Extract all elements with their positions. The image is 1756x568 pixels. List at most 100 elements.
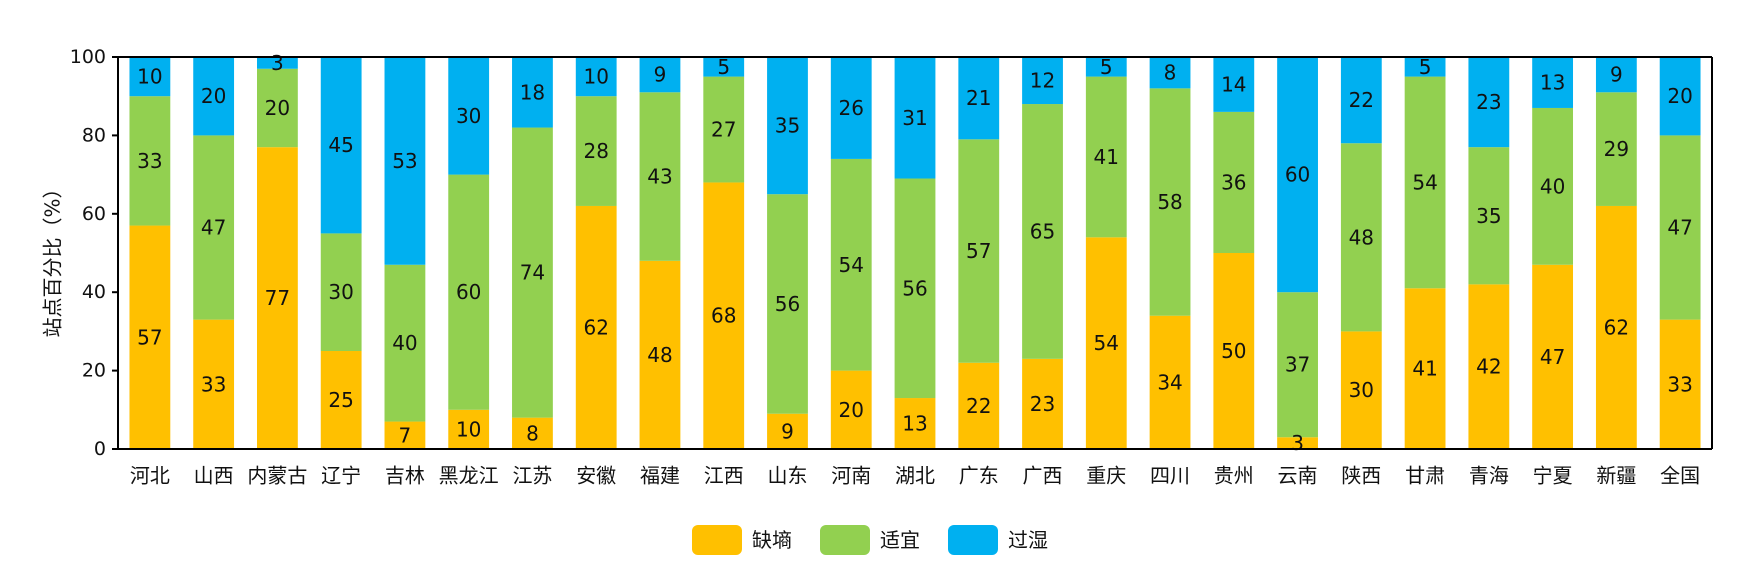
data-label: 45: [328, 133, 353, 157]
data-label: 5: [1100, 55, 1113, 79]
data-label: 7: [399, 423, 412, 447]
data-label: 3: [1291, 431, 1304, 455]
bar-segment: [894, 57, 936, 179]
data-label: 21: [966, 86, 991, 110]
bar-segment: [1277, 57, 1318, 293]
category-label: 山西: [194, 464, 234, 488]
data-label: 65: [1030, 219, 1055, 243]
data-label: 37: [1285, 353, 1310, 377]
bar-segment: [384, 264, 426, 422]
legend-label: 缺墒: [752, 528, 792, 552]
bar-segment: [512, 127, 553, 418]
category-label: 江苏: [512, 464, 552, 488]
data-label: 47: [201, 216, 226, 240]
data-label: 14: [1221, 72, 1246, 96]
category-label: 福建: [640, 464, 680, 488]
data-labels-layer: 5733103347207720325304574053106030874186…: [137, 51, 1693, 455]
data-label: 54: [839, 253, 864, 277]
data-label: 27: [711, 118, 736, 142]
category-label: 全国: [1660, 464, 1700, 488]
bar-segment: [384, 421, 426, 449]
data-label: 53: [392, 149, 417, 173]
category-label: 广东: [959, 464, 999, 488]
bar-segment: [1595, 57, 1637, 93]
data-label: 56: [775, 292, 800, 316]
category-label: 吉林: [385, 464, 425, 488]
data-label: 22: [966, 394, 991, 418]
data-label: 5: [717, 55, 730, 79]
bar-segment: [448, 409, 490, 449]
data-label: 31: [902, 106, 927, 130]
data-label: 20: [839, 398, 864, 422]
data-label: 18: [520, 80, 545, 104]
bar-segment: [512, 417, 553, 449]
data-label: 35: [1476, 204, 1501, 228]
bar-segment: [1340, 143, 1382, 332]
data-label: 10: [137, 65, 162, 89]
data-label: 8: [1164, 61, 1177, 85]
bar-segment: [830, 158, 872, 371]
data-label: 54: [1094, 331, 1119, 355]
data-label: 41: [1094, 145, 1119, 169]
data-label: 9: [781, 419, 794, 443]
category-label: 河北: [130, 464, 170, 488]
category-label: 甘肃: [1405, 464, 1445, 488]
data-label: 54: [1412, 170, 1437, 194]
bar-segment: [193, 135, 235, 320]
data-label: 13: [1540, 70, 1565, 94]
data-label: 23: [1476, 90, 1501, 114]
category-label: 陕西: [1341, 464, 1381, 488]
bar-segment: [448, 174, 490, 410]
category-label: 重庆: [1086, 464, 1126, 488]
data-label: 33: [1667, 372, 1692, 396]
y-tick-label: 80: [82, 124, 106, 146]
data-label: 77: [265, 286, 290, 310]
bar-segment: [1532, 107, 1574, 265]
bar-segment: [320, 233, 362, 351]
bar-segment: [1022, 57, 1063, 105]
bars-layer: [129, 57, 1701, 449]
legend-swatch: [948, 525, 998, 555]
bar-segment: [1085, 237, 1127, 449]
bar-segment: [894, 178, 936, 399]
y-tick-label: 100: [70, 46, 106, 68]
data-label: 9: [654, 63, 667, 87]
bar-segment: [193, 57, 235, 136]
data-label: 40: [1540, 174, 1565, 198]
data-label: 25: [328, 388, 353, 412]
y-tick-label: 20: [82, 360, 106, 382]
data-label: 9: [1610, 63, 1623, 87]
data-label: 58: [1157, 190, 1182, 214]
bar-segment: [1468, 147, 1510, 285]
data-label: 41: [1412, 357, 1437, 381]
category-label: 湖北: [895, 464, 935, 488]
bar-segment: [1532, 57, 1574, 108]
legend-swatch: [692, 525, 742, 555]
data-label: 47: [1540, 345, 1565, 369]
data-label: 42: [1476, 355, 1501, 379]
bar-segment: [958, 362, 1000, 449]
bar-segment: [1085, 76, 1127, 238]
bar-segment: [830, 370, 872, 449]
category-label: 江西: [704, 464, 744, 488]
bar-segment: [257, 57, 298, 69]
bar-segment: [575, 57, 617, 97]
data-label: 8: [526, 421, 539, 445]
data-label: 30: [456, 104, 481, 128]
bar-segment: [703, 182, 745, 449]
data-label: 20: [1667, 84, 1692, 108]
data-label: 40: [392, 331, 417, 355]
bar-segment: [257, 147, 298, 449]
category-label: 贵州: [1214, 464, 1254, 488]
bar-segment: [1149, 315, 1191, 449]
bar-segment: [1340, 331, 1382, 449]
bar-segment: [320, 351, 362, 449]
data-label: 48: [647, 343, 672, 367]
category-label: 山东: [767, 464, 807, 488]
data-label: 29: [1604, 137, 1629, 161]
category-label: 广西: [1023, 464, 1063, 488]
bar-segment: [1022, 358, 1063, 449]
bar-segment: [958, 57, 1000, 140]
data-label: 10: [456, 417, 481, 441]
